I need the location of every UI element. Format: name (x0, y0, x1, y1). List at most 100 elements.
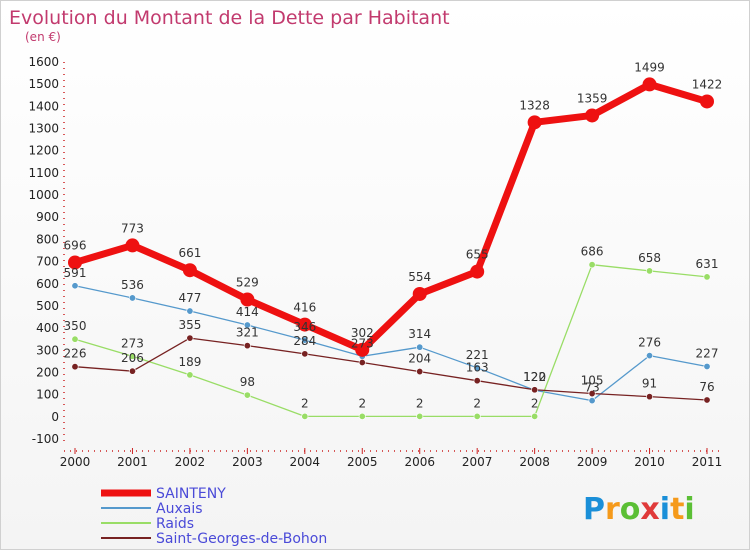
data-point (416, 412, 424, 420)
data-point (301, 412, 309, 420)
data-point (128, 294, 136, 302)
x-tick-label: 2000 (60, 455, 91, 469)
data-point (531, 386, 539, 394)
data-point (531, 412, 539, 420)
data-label: 206 (121, 351, 144, 365)
data-point (700, 94, 714, 109)
x-tick-label: 2003 (232, 455, 263, 469)
series-layer (68, 77, 714, 420)
series-line-3 (74, 337, 708, 401)
data-label: 204 (408, 352, 431, 366)
data-label: 661 (178, 246, 201, 260)
data-point (243, 321, 251, 329)
data-label: 273 (121, 336, 144, 350)
data-label: 631 (696, 257, 719, 271)
series-line-0 (74, 80, 708, 354)
data-labels: 696 773 661 529 416 302 554 655 1328 1359 1499 1422… (64, 60, 723, 410)
data-label: 284 (293, 334, 316, 348)
x-tick-label: 2011 (692, 455, 723, 469)
data-point (473, 364, 481, 372)
data-point (646, 393, 654, 401)
data-label: 314 (408, 327, 431, 341)
data-label: 73 (584, 381, 599, 395)
x-tick-label: 2006 (404, 455, 435, 469)
data-point (646, 267, 654, 275)
data-label: 773 (121, 221, 144, 235)
y-tick-label: 100 (36, 388, 59, 402)
data-label: 273 (351, 336, 374, 350)
data-point (186, 307, 194, 315)
data-point (71, 335, 79, 343)
data-label: 120 (523, 370, 546, 384)
data-label: 1499 (634, 60, 665, 74)
data-point (71, 363, 79, 371)
proxiti-logo: Proxiti (583, 492, 695, 527)
data-point (646, 352, 654, 360)
data-point (703, 362, 711, 370)
x-tick-label: 2009 (577, 455, 608, 469)
data-label: 658 (638, 251, 661, 265)
data-point (128, 352, 136, 360)
chart-subtitle: (en €) (25, 30, 61, 44)
data-point (301, 336, 309, 344)
data-label: 346 (293, 320, 316, 334)
data-label: 1359 (577, 91, 608, 105)
data-point (703, 273, 711, 281)
data-point (71, 282, 79, 290)
data-label: 91 (642, 377, 657, 391)
data-point (527, 115, 542, 130)
y-tick-label: 600 (36, 277, 59, 291)
data-point (588, 261, 596, 269)
data-label: 221 (466, 348, 489, 362)
data-label: 1328 (519, 98, 550, 112)
data-point (243, 391, 251, 399)
data-point (588, 390, 596, 398)
y-tick-label: 800 (36, 232, 59, 246)
data-point (416, 368, 424, 376)
data-label: 477 (178, 291, 201, 305)
data-label: 302 (351, 326, 374, 340)
data-label: 122 (523, 370, 546, 384)
data-label: 227 (696, 346, 719, 360)
x-tick-label: 2002 (175, 455, 206, 469)
data-label: 416 (293, 301, 316, 315)
data-label: 536 (121, 278, 144, 292)
data-point (186, 371, 194, 379)
axes: -100 0 100 200 300 400 500 600 700 800 900 1000 1100… (28, 55, 722, 469)
y-tick-label: 900 (36, 210, 59, 224)
y-tick-label: 300 (36, 343, 59, 357)
y-tick-label: 1200 (28, 144, 59, 158)
data-label: 2 (473, 396, 481, 410)
data-label: 696 (64, 238, 87, 252)
data-point (585, 108, 600, 123)
legend-label: Saint-Georges-de-Bohon (156, 531, 327, 547)
data-label: 1422 (692, 77, 723, 91)
x-tick-label: 2008 (519, 455, 550, 469)
chart-title: Evolution du Montant de la Dette par Hab… (9, 7, 450, 29)
data-label: 276 (638, 336, 661, 350)
y-tick-label: 1000 (28, 188, 59, 202)
data-label: 554 (408, 270, 431, 284)
x-tick-label: 2005 (347, 455, 378, 469)
data-point (355, 342, 370, 357)
data-point (412, 286, 427, 301)
legend-label: Raids (156, 516, 194, 532)
legend: SAINTENYAuxaisRaidsSaint-Georges-de-Boho… (101, 486, 327, 547)
y-tick-label: 0 (51, 410, 59, 424)
data-point (642, 77, 657, 92)
data-label: 2 (301, 396, 309, 410)
data-point (588, 397, 596, 405)
data-label: 2 (358, 396, 366, 410)
y-tick-label: 1400 (28, 99, 59, 113)
x-tick-label: 2001 (117, 455, 148, 469)
data-label: 655 (466, 248, 489, 262)
data-point (358, 358, 366, 366)
y-tick-label: -100 (32, 432, 59, 446)
data-point (470, 264, 485, 279)
legend-label: SAINTENY (156, 486, 226, 502)
x-tick-label: 2007 (462, 455, 493, 469)
series-line-1 (74, 285, 708, 402)
data-label: 414 (236, 305, 259, 319)
